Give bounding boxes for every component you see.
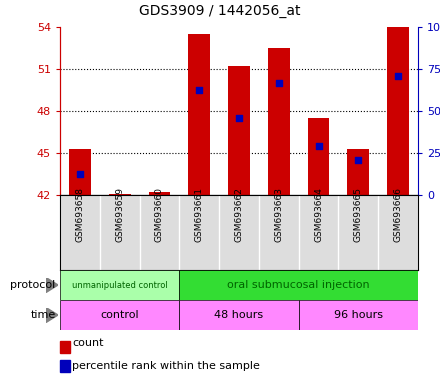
Text: percentile rank within the sample: percentile rank within the sample xyxy=(72,361,260,371)
Bar xyxy=(348,149,369,195)
Bar xyxy=(180,300,299,330)
Point xyxy=(156,241,163,247)
Text: 48 hours: 48 hours xyxy=(214,310,264,320)
Bar xyxy=(299,300,418,330)
Bar xyxy=(60,300,180,330)
Bar xyxy=(228,66,250,195)
Polygon shape xyxy=(46,278,58,293)
Bar xyxy=(60,270,180,300)
Point xyxy=(355,157,362,163)
Point xyxy=(77,171,84,177)
Bar xyxy=(387,27,409,195)
Point xyxy=(395,73,402,79)
Text: time: time xyxy=(30,310,55,320)
Polygon shape xyxy=(46,308,58,323)
Text: protocol: protocol xyxy=(11,280,55,290)
Text: unmanipulated control: unmanipulated control xyxy=(72,280,168,290)
Bar xyxy=(69,149,91,195)
Point xyxy=(116,220,123,226)
Point xyxy=(235,115,242,121)
Text: count: count xyxy=(72,338,104,348)
Text: GDS3909 / 1442056_at: GDS3909 / 1442056_at xyxy=(139,4,301,18)
Bar xyxy=(180,270,418,300)
Text: control: control xyxy=(100,310,139,320)
Bar xyxy=(268,48,290,195)
Bar xyxy=(188,34,210,195)
Text: 96 hours: 96 hours xyxy=(334,310,383,320)
Text: oral submucosal injection: oral submucosal injection xyxy=(227,280,370,290)
Bar xyxy=(308,118,330,195)
Bar xyxy=(149,192,170,195)
Bar xyxy=(109,194,131,195)
Point xyxy=(315,143,322,149)
Point xyxy=(275,80,282,86)
Point xyxy=(196,87,203,93)
